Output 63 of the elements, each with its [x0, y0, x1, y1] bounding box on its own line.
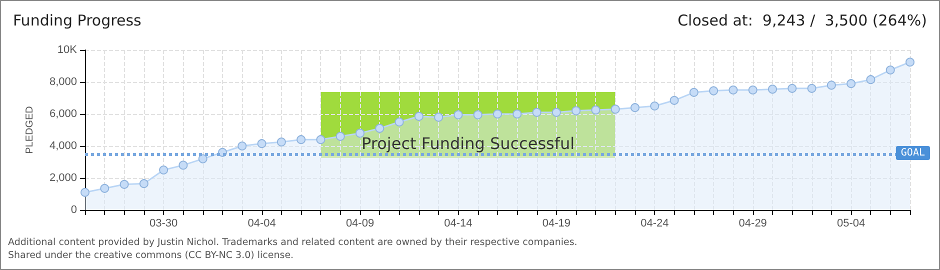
y-tick-label: 6,000 — [49, 108, 77, 120]
point — [886, 66, 895, 74]
point — [807, 84, 816, 93]
point — [100, 184, 110, 193]
y-tick-label: 10K — [57, 44, 78, 56]
point — [866, 75, 876, 84]
point — [610, 104, 620, 114]
point — [414, 112, 424, 121]
point — [670, 96, 679, 105]
y-tick-label: 4,000 — [49, 140, 77, 152]
chart-title: Funding Progress — [13, 12, 142, 30]
ref-line-label: GOAL — [900, 148, 925, 158]
x-tick-label: 04-04 — [248, 218, 276, 230]
point — [846, 79, 856, 88]
point — [591, 106, 600, 114]
point — [748, 86, 758, 94]
point — [394, 118, 404, 126]
x-tick-label: 05-04 — [837, 218, 866, 230]
x-tick-label: 03-30 — [150, 218, 178, 230]
x-tick-label: 04-09 — [346, 218, 374, 230]
chart-subtitle: Closed at: 9,243 / 3,500 (264%) — [678, 12, 928, 30]
x-tick-label: 04-24 — [640, 218, 669, 230]
text: Shared under the creative commons (CC BY-NC 3.0) license. — [8, 250, 294, 261]
point — [454, 110, 463, 120]
point — [120, 180, 129, 189]
point — [473, 110, 482, 120]
point — [650, 102, 660, 110]
point — [276, 138, 286, 146]
point — [356, 128, 364, 138]
x-tick-label: 04-19 — [542, 218, 570, 230]
x-tick-label: 04-14 — [444, 218, 472, 230]
y-tick-label: 2,000 — [49, 172, 77, 184]
y-axis-title: PLEDGED — [24, 106, 36, 154]
point — [159, 166, 168, 174]
point — [178, 160, 188, 170]
point — [238, 142, 247, 150]
point — [630, 103, 640, 112]
point — [434, 112, 444, 122]
annotation: Project Funding Successful — [362, 134, 575, 154]
y-tick-label: 0 — [70, 204, 77, 216]
point — [375, 124, 384, 133]
point — [532, 108, 542, 117]
point — [826, 80, 836, 90]
y-tick-label: 8,000 — [49, 76, 77, 88]
point — [728, 86, 738, 94]
point — [316, 135, 326, 144]
point — [493, 110, 502, 118]
point — [512, 110, 522, 118]
text: Additional content provided by Justin Nichol. Trademarks and related content are owned by their respective companies. — [8, 237, 578, 248]
point — [336, 132, 345, 141]
point — [80, 188, 90, 197]
point — [768, 84, 777, 94]
point — [139, 179, 148, 188]
point — [689, 88, 698, 97]
point — [788, 84, 797, 93]
point — [906, 58, 914, 67]
point — [572, 106, 581, 116]
point — [709, 86, 718, 96]
point — [257, 139, 266, 148]
point — [296, 135, 306, 144]
point — [198, 154, 208, 164]
point — [552, 108, 561, 117]
x-tick-label: 04-29 — [738, 218, 767, 230]
